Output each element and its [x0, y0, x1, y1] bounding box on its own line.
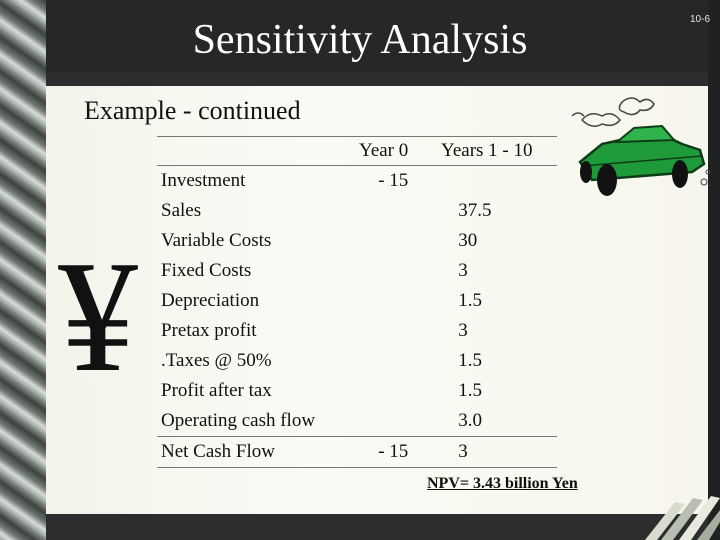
right-edge: [708, 0, 720, 540]
row-year0: [355, 286, 416, 316]
title-bar: [46, 0, 708, 72]
row-year0: [355, 406, 416, 437]
table-row: Sales 37.5: [157, 196, 557, 226]
table-row: Investment - 15: [157, 166, 557, 197]
table-row: Depreciation 1.5: [157, 286, 557, 316]
decorative-corner-slats: [645, 496, 720, 540]
car-clipart-icon: [571, 97, 711, 196]
header-year0: Year 0: [355, 136, 417, 166]
row-years1-10: 3: [458, 260, 468, 281]
slide-subtitle: Example - continued: [84, 96, 301, 125]
row-years1-10: 3.0: [458, 410, 483, 431]
row-year0: - 15: [378, 170, 409, 191]
header-label: [157, 136, 355, 166]
row-label: Operating cash flow: [161, 410, 316, 431]
decorative-left-slats: [0, 0, 46, 540]
yen-symbol: ¥: [58, 227, 138, 405]
row-label: Sales: [161, 200, 202, 221]
row-years1-10: 37.5: [458, 200, 492, 221]
row-year0: [355, 376, 416, 406]
table-row: Net Cash Flow - 15 3: [157, 436, 558, 468]
row-years1-10: 3: [458, 320, 468, 341]
row-label: Investment: [161, 170, 246, 191]
row-year0: [355, 346, 416, 376]
row-label: Net Cash Flow: [157, 436, 355, 468]
table-row: Pretax profit 3: [157, 316, 557, 346]
row-label: Depreciation: [161, 290, 260, 311]
cash-flow-table: Year 0 Years 1 - 10 Investment - 15 Sale…: [157, 136, 558, 468]
row-years1-10: 30: [458, 230, 478, 251]
table-row: Variable Costs 30: [157, 226, 557, 256]
table-row: .Taxes @ 50% 1.5: [157, 346, 557, 376]
page-number: 10-6: [689, 14, 710, 25]
row-years1-10: [416, 166, 557, 197]
row-year0: [355, 316, 416, 346]
row-year0: - 15: [355, 436, 417, 468]
row-label: Fixed Costs: [161, 260, 252, 281]
row-year0: [355, 196, 416, 226]
table-row: Profit after tax 1.5: [157, 376, 557, 406]
table-header-row: Year 0 Years 1 - 10: [157, 136, 558, 166]
header-years1-10: Years 1 - 10: [416, 136, 558, 166]
npv-result: NPV= 3.43 billion Yen: [427, 475, 578, 492]
row-years1-10: 1.5: [458, 290, 483, 311]
row-label: Variable Costs: [161, 230, 272, 251]
row-years1-10: 3: [416, 436, 558, 468]
table-row: Operating cash flow 3.0: [157, 406, 557, 437]
row-years1-10: 1.5: [458, 350, 483, 371]
row-label: Pretax profit: [161, 320, 257, 341]
row-label: Profit after tax: [161, 380, 272, 401]
row-year0: [355, 226, 416, 256]
row-label: .Taxes @ 50%: [161, 350, 272, 371]
page-title: Sensitivity Analysis: [192, 17, 528, 63]
table-row: Fixed Costs 3: [157, 256, 557, 286]
row-years1-10: 1.5: [458, 380, 483, 401]
row-year0: [355, 256, 416, 286]
